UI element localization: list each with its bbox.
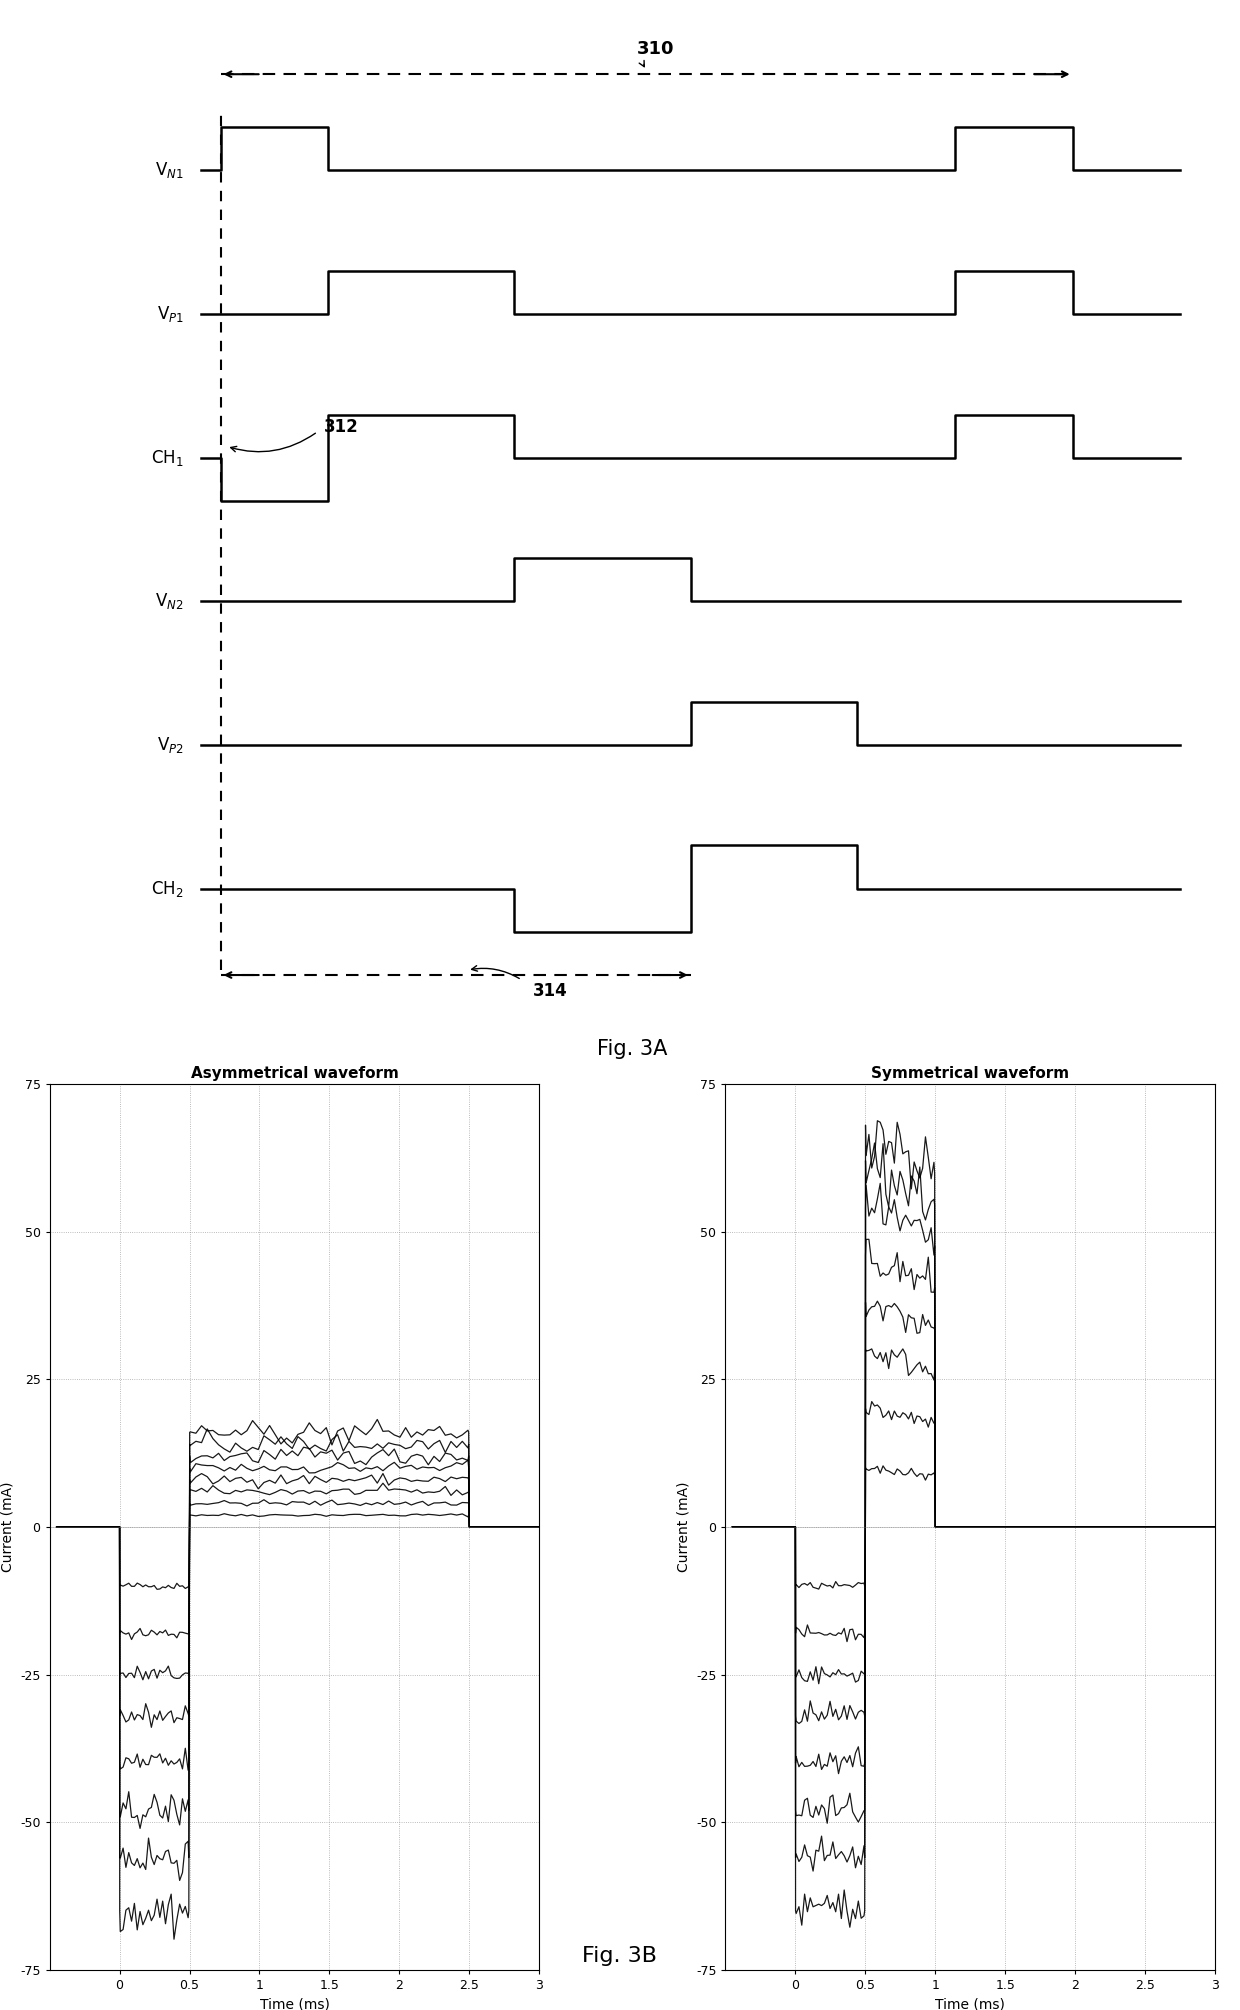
Y-axis label: Current (mA): Current (mA): [676, 1481, 691, 1572]
Text: 312: 312: [324, 418, 358, 436]
Y-axis label: Current (mA): Current (mA): [0, 1481, 15, 1572]
Text: Fig. 3B: Fig. 3B: [583, 1946, 657, 1966]
Text: 310: 310: [637, 40, 675, 58]
Title: Asymmetrical waveform: Asymmetrical waveform: [191, 1067, 398, 1081]
X-axis label: Time (ms): Time (ms): [935, 1998, 1006, 2010]
Text: 314: 314: [533, 981, 568, 999]
Text: V$_{N1}$: V$_{N1}$: [155, 161, 184, 181]
Text: V$_{N2}$: V$_{N2}$: [155, 591, 184, 611]
Text: CH$_2$: CH$_2$: [151, 878, 184, 898]
Text: Fig. 3A: Fig. 3A: [598, 1039, 667, 1059]
Text: V$_{P1}$: V$_{P1}$: [156, 304, 184, 324]
Text: CH$_1$: CH$_1$: [151, 448, 184, 468]
X-axis label: Time (ms): Time (ms): [259, 1998, 330, 2010]
Text: V$_{P2}$: V$_{P2}$: [156, 736, 184, 756]
Title: Symmetrical waveform: Symmetrical waveform: [872, 1067, 1069, 1081]
